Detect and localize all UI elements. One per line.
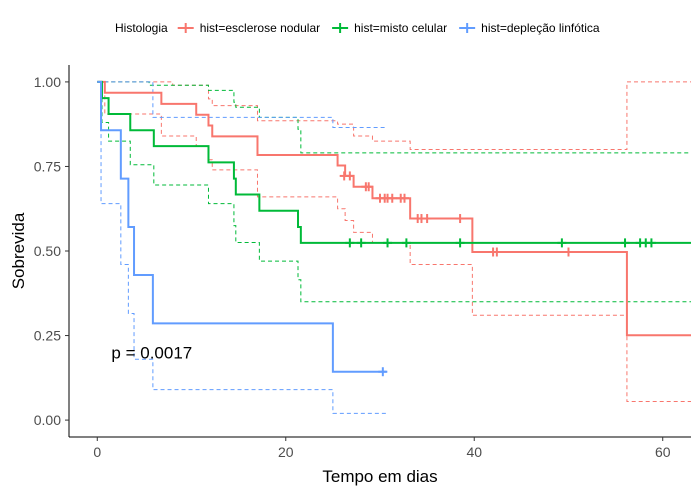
censor-mark bbox=[401, 238, 411, 248]
legend-item: hist=depleção linfótica bbox=[459, 21, 600, 35]
censor-mark bbox=[492, 247, 502, 257]
ci-lower-series-2 bbox=[97, 81, 387, 414]
censor-mark bbox=[563, 247, 573, 257]
x-tick-label: 0 bbox=[93, 444, 101, 460]
censor-mark bbox=[646, 238, 656, 248]
censor-mark bbox=[364, 182, 374, 192]
x-axis-title: Tempo em dias bbox=[322, 467, 437, 486]
survival-curve-series-1 bbox=[97, 80, 691, 244]
legend-label: hist=misto celular bbox=[354, 21, 447, 35]
censor-mark bbox=[387, 193, 397, 203]
censor-mark bbox=[400, 193, 410, 203]
y-tick-label: 0.25 bbox=[34, 328, 61, 344]
survival-curve-series-2 bbox=[97, 80, 387, 373]
censor-mark bbox=[620, 238, 630, 248]
y-axis-title: Sobrevida bbox=[9, 212, 28, 289]
censor-mark bbox=[455, 238, 465, 248]
censor-mark bbox=[383, 238, 393, 248]
ticks: 0 20 40 60 0.00 0.25 0.50 0.75 1.00 bbox=[34, 74, 671, 460]
censor-mark bbox=[356, 238, 366, 248]
y-tick-label: 0.50 bbox=[34, 243, 61, 259]
censor-mark bbox=[557, 238, 567, 248]
legend-item: hist=misto celular bbox=[332, 21, 447, 35]
censor-mark bbox=[455, 214, 465, 224]
legend-title: Histologia bbox=[115, 21, 168, 35]
legend: Histologia hist=esclerose nodular hist=mi… bbox=[115, 21, 600, 35]
x-tick-label: 20 bbox=[278, 444, 294, 460]
censor-mark bbox=[345, 171, 355, 181]
ci-lower-series-0 bbox=[97, 81, 691, 402]
x-tick-label: 40 bbox=[466, 444, 482, 460]
y-tick-label: 0.00 bbox=[34, 412, 61, 428]
y-tick-label: 0.75 bbox=[34, 158, 61, 174]
p-value-annotation: p = 0.0017 bbox=[111, 343, 192, 362]
ci-upper-series-0 bbox=[97, 81, 691, 151]
y-tick-label: 1.00 bbox=[34, 74, 61, 90]
legend-label: hist=esclerose nodular bbox=[200, 21, 320, 35]
censor-mark bbox=[378, 367, 388, 377]
survival-curve-series-0 bbox=[97, 80, 691, 337]
ci-lower-series-1 bbox=[97, 81, 691, 303]
censor-mark bbox=[422, 214, 432, 224]
plot-area bbox=[97, 80, 691, 414]
censor-mark bbox=[345, 238, 355, 248]
legend-label: hist=depleção linfótica bbox=[481, 21, 600, 35]
x-tick-label: 60 bbox=[655, 444, 671, 460]
legend-item: hist=esclerose nodular bbox=[177, 21, 320, 35]
